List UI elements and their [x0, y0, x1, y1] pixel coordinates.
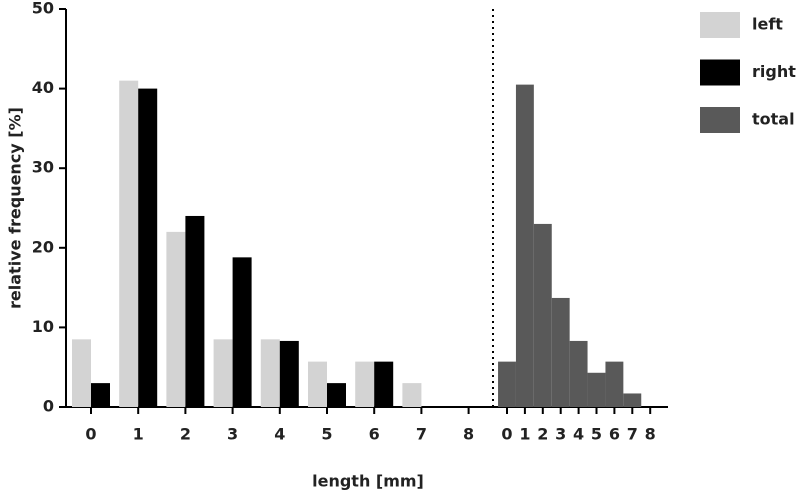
x-tick-label: 6 — [369, 425, 380, 444]
bar — [402, 383, 422, 407]
x-tick-label: 8 — [645, 425, 656, 444]
x-tick-label: 0 — [501, 425, 512, 444]
legend-label: right — [752, 62, 796, 81]
bar — [138, 88, 158, 407]
bar — [119, 80, 139, 407]
y-tick-label: 0 — [43, 397, 54, 416]
bar — [91, 383, 110, 407]
hist-bar — [605, 361, 624, 407]
bar — [260, 339, 280, 407]
legend-swatch — [700, 59, 740, 86]
x-tick-label: 5 — [321, 425, 332, 444]
legend-swatch — [700, 107, 740, 133]
bar — [232, 257, 252, 407]
hist-bar — [498, 361, 516, 407]
y-axis-label: relative frequency [%] — [6, 107, 25, 309]
bar — [213, 339, 233, 407]
x-tick-label: 1 — [133, 425, 144, 444]
x-tick-label: 4 — [274, 425, 285, 444]
x-tick-label: 7 — [627, 425, 638, 444]
x-tick-label: 1 — [519, 425, 530, 444]
y-tick-label: 30 — [32, 158, 54, 177]
bar — [279, 340, 299, 407]
hist-bar — [515, 84, 534, 408]
x-tick-label: 3 — [227, 425, 238, 444]
x-tick-label: 5 — [591, 425, 602, 444]
y-tick-label: 10 — [32, 317, 54, 336]
x-tick-label: 2 — [537, 425, 548, 444]
bar — [185, 215, 205, 407]
y-tick-label: 50 — [32, 0, 54, 18]
hist-bar — [551, 297, 570, 407]
x-tick-label: 0 — [85, 425, 96, 444]
bar — [327, 383, 346, 407]
x-tick-label: 4 — [573, 425, 584, 444]
bar — [374, 361, 394, 407]
x-tick-label: 6 — [609, 425, 620, 444]
x-axis-label: length [mm] — [312, 472, 424, 491]
legend-label: left — [752, 15, 783, 34]
hist-bar — [587, 372, 606, 407]
y-tick-label: 20 — [32, 237, 54, 256]
bar — [308, 361, 327, 407]
hist-bar — [569, 340, 588, 407]
x-tick-label: 8 — [463, 425, 474, 444]
x-tick-label: 3 — [555, 425, 566, 444]
x-tick-label: 7 — [416, 425, 427, 444]
hist-bar — [623, 393, 642, 407]
bar — [166, 231, 186, 407]
hist-bar — [533, 223, 552, 407]
legend-label: total — [752, 110, 795, 129]
legend-swatch — [700, 12, 740, 38]
y-tick-label: 40 — [32, 78, 54, 97]
bar — [72, 339, 91, 407]
x-tick-label: 2 — [180, 425, 191, 444]
bar — [355, 361, 375, 407]
